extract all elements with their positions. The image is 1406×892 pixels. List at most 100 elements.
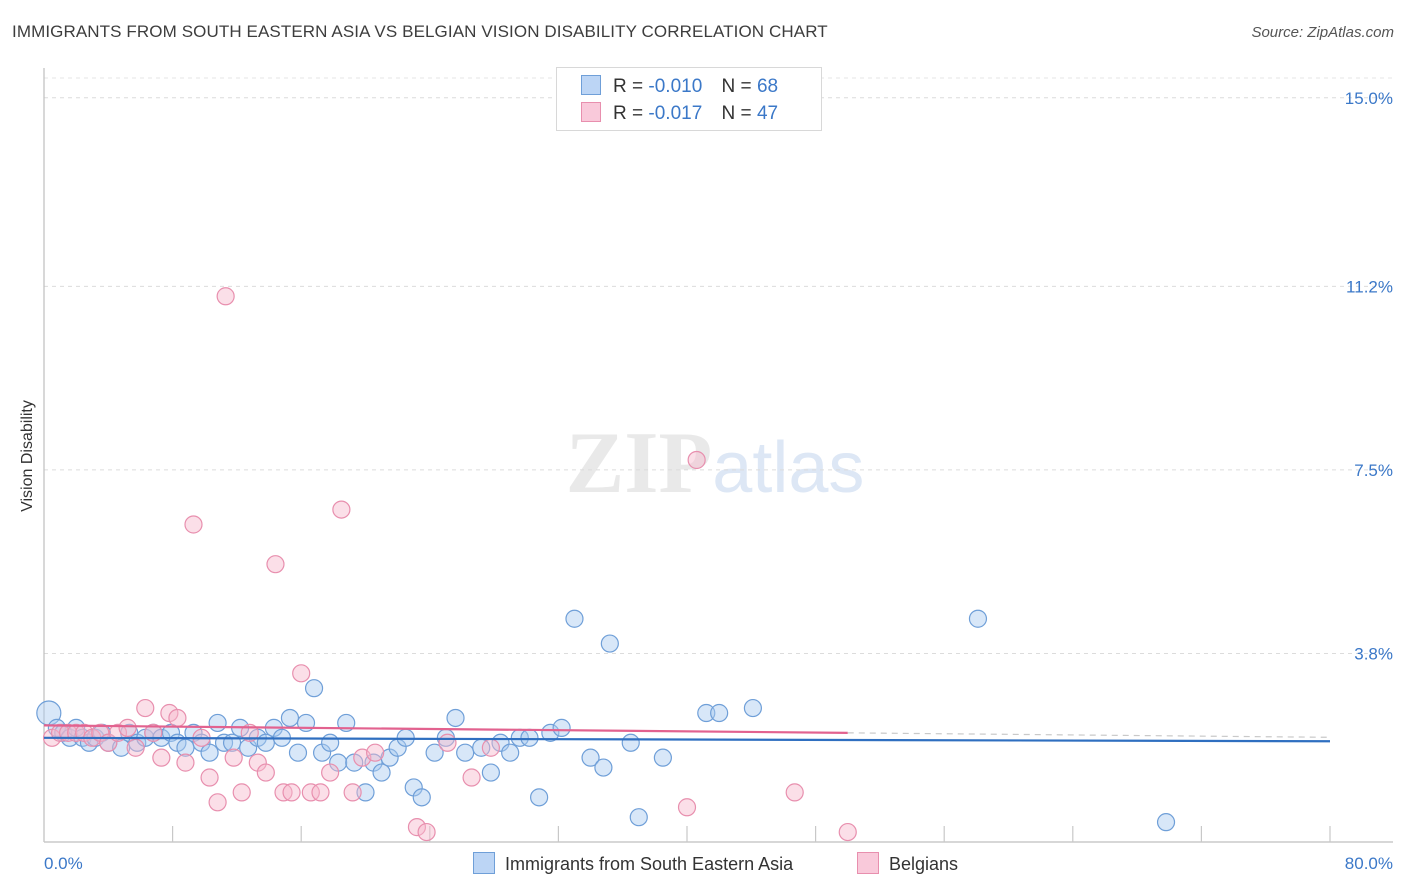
watermark: ZIPatlas (566, 415, 865, 512)
pink-point (176, 753, 195, 772)
pink-point (311, 783, 330, 802)
pink-point (366, 743, 385, 762)
pink-point (677, 798, 697, 817)
pink-point (438, 733, 457, 752)
trend-line-belgians-extension (847, 732, 1331, 738)
n-value-pink: 47 (756, 103, 779, 124)
blue-point (200, 743, 219, 762)
pink-point (118, 718, 137, 737)
r-label-blue: R = (613, 76, 644, 97)
blue-point (629, 808, 648, 827)
blue-point (412, 788, 431, 807)
r-label-pink: R = (613, 103, 644, 124)
pink-point (184, 515, 203, 534)
pink-point (216, 287, 235, 306)
x-ticks (43, 826, 1331, 842)
stats-legend: R = -0.010 N = 68 R = -0.017 N = 47 (556, 67, 822, 131)
y-tick-label: 7.5% (1354, 461, 1393, 480)
series-belgians-points (42, 287, 857, 842)
y-tick-label: 15.0% (1345, 89, 1393, 108)
pink-point (462, 768, 481, 787)
chart-title: IMMIGRANTS FROM SOUTH EASTERN ASIA VS BE… (12, 22, 828, 41)
pink-point (240, 723, 259, 742)
pink-point (168, 708, 187, 728)
blue-point (594, 758, 613, 777)
pink-point (838, 822, 857, 842)
pink-point (256, 763, 275, 782)
blue-point (288, 743, 308, 762)
blue-point (356, 783, 375, 802)
blue-point (565, 609, 584, 628)
pink-point (126, 738, 145, 757)
pink-point (343, 783, 362, 802)
blue-point (581, 748, 600, 767)
pink-point (136, 698, 155, 718)
r-value-pink: -0.017 (648, 103, 703, 124)
blue-point (653, 748, 672, 767)
x-tick-label-min: 0.0% (44, 854, 83, 873)
blue-point (600, 634, 619, 653)
x-tick-label-max: 80.0% (1345, 854, 1393, 873)
pink-point (417, 822, 436, 842)
stats-legend-row-pink: R = -0.017 N = 47 (581, 102, 778, 126)
pink-point (407, 818, 427, 837)
grid-lines (44, 77, 1393, 654)
pink-point (282, 783, 301, 802)
pink-point (208, 793, 227, 812)
blue-point (541, 723, 560, 742)
blue-point (621, 733, 640, 752)
blue-point (280, 708, 300, 728)
pink-swatch (581, 102, 601, 122)
y-tick-label: 3.8% (1354, 644, 1393, 663)
blue-point (481, 763, 500, 782)
blue-point (208, 713, 227, 733)
blue-point (456, 743, 475, 762)
blue-point (552, 718, 571, 737)
legend-swatch-pink (857, 852, 879, 874)
pink-point (321, 763, 340, 782)
blue-point (501, 743, 520, 762)
pink-point (266, 555, 285, 574)
pink-point (292, 664, 311, 683)
blue-point (1156, 813, 1176, 832)
trend-line-belgians (43, 724, 848, 734)
n-value-blue: 68 (756, 76, 779, 97)
blue-point (710, 703, 729, 723)
pink-point (785, 783, 804, 802)
blue-point (446, 708, 465, 728)
pink-point (200, 768, 219, 787)
blue-point (372, 763, 391, 782)
pink-point (481, 738, 500, 757)
pink-point (152, 748, 171, 767)
blue-point (425, 743, 444, 762)
pink-point (232, 783, 251, 802)
blue-point (304, 679, 324, 698)
legend-label-immigrants: Immigrants from South Eastern Asia (505, 854, 794, 874)
axes (43, 68, 1393, 843)
watermark-atlas: atlas (712, 428, 864, 508)
pink-point (332, 500, 351, 519)
blue-point (697, 703, 716, 723)
legend-swatch-blue (473, 852, 495, 874)
n-label-pink: N = (721, 103, 752, 124)
blue-point (520, 728, 539, 747)
y-tick-labels: 3.8% 7.5% 11.2% 15.0% (1345, 89, 1393, 664)
pink-point (301, 783, 320, 802)
legend-item-belgians: Belgians (857, 852, 958, 876)
pink-point (687, 450, 706, 470)
trend-line-immigrants (43, 736, 1331, 743)
legend-item-immigrants: Immigrants from South Eastern Asia (473, 852, 793, 876)
y-tick-label: 11.2% (1346, 277, 1393, 296)
watermark-zip: ZIP (566, 415, 713, 512)
blue-point (256, 733, 275, 752)
n-label-blue: N = (721, 76, 752, 97)
legend-label-belgians: Belgians (889, 854, 959, 874)
source-credit: Source: ZipAtlas.com (1251, 24, 1394, 41)
blue-point (530, 788, 549, 807)
blue-swatch (581, 75, 601, 95)
pink-point (224, 748, 243, 767)
blue-point (968, 609, 988, 628)
series-immigrants-points (36, 609, 1176, 832)
blue-point (743, 698, 763, 718)
